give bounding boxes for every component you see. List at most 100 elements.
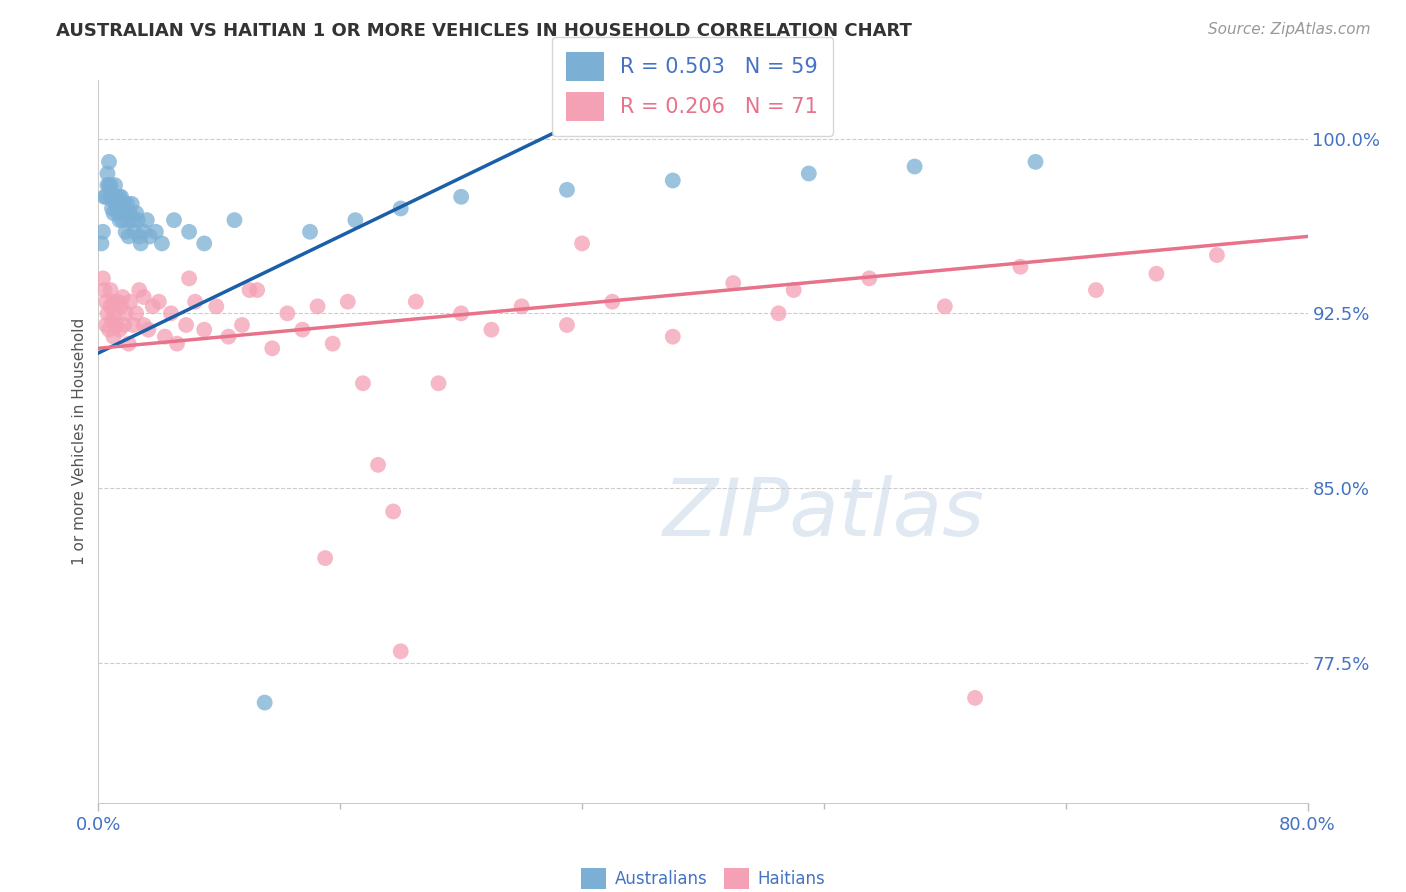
Point	[98, 154, 121, 169]
Point	[91, 271, 114, 285]
Point	[481, 323, 503, 337]
Point	[96, 167, 118, 181]
Point	[93, 190, 115, 204]
Point	[104, 306, 127, 320]
Point	[299, 225, 322, 239]
Point	[322, 336, 344, 351]
Point	[104, 178, 127, 193]
Point	[382, 504, 405, 518]
Point	[142, 299, 165, 313]
Point	[101, 202, 124, 216]
Point	[217, 329, 239, 343]
Point	[132, 290, 155, 304]
Point	[1085, 283, 1108, 297]
Legend: Australians, Haitians: Australians, Haitians	[575, 862, 831, 892]
Point	[118, 213, 141, 227]
Point	[110, 190, 132, 204]
Point	[135, 213, 157, 227]
Point	[105, 190, 128, 204]
Point	[139, 229, 162, 244]
Point	[179, 225, 201, 239]
Point	[128, 283, 150, 297]
Point	[90, 236, 112, 251]
Point	[153, 329, 176, 343]
Point	[105, 318, 128, 332]
Point	[239, 283, 262, 297]
Point	[224, 213, 246, 227]
Point	[253, 696, 276, 710]
Point	[389, 202, 412, 216]
Point	[108, 213, 131, 227]
Text: ZIPatlas: ZIPatlas	[662, 475, 986, 553]
Point	[107, 294, 129, 309]
Point	[132, 225, 155, 239]
Point	[367, 458, 389, 472]
Point	[661, 329, 683, 343]
Point	[124, 225, 146, 239]
Point	[934, 299, 956, 313]
Point	[783, 283, 806, 297]
Point	[314, 551, 336, 566]
Point	[405, 294, 427, 309]
Point	[1024, 154, 1046, 169]
Point	[602, 294, 624, 309]
Point	[184, 294, 207, 309]
Point	[128, 229, 150, 244]
Point	[91, 225, 114, 239]
Point	[118, 229, 141, 244]
Point	[661, 173, 683, 187]
Point	[103, 206, 125, 220]
Point	[103, 329, 125, 343]
Point	[723, 276, 745, 290]
Point	[111, 206, 134, 220]
Point	[114, 306, 136, 320]
Point	[450, 190, 472, 204]
Point	[111, 290, 134, 304]
Point	[93, 283, 115, 297]
Point	[125, 206, 148, 220]
Point	[96, 306, 118, 320]
Point	[389, 644, 412, 658]
Point	[104, 196, 127, 211]
Point	[262, 341, 284, 355]
Point	[336, 294, 359, 309]
Point	[571, 236, 593, 251]
Point	[100, 299, 122, 313]
Point	[100, 178, 122, 193]
Point	[114, 206, 136, 220]
Point	[101, 313, 124, 327]
Point	[100, 190, 122, 204]
Point	[193, 323, 215, 337]
Point	[246, 283, 269, 297]
Point	[148, 294, 170, 309]
Point	[112, 196, 135, 211]
Point	[125, 306, 148, 320]
Point	[100, 283, 122, 297]
Point	[94, 294, 117, 309]
Point	[107, 196, 129, 211]
Point	[118, 336, 141, 351]
Point	[98, 178, 121, 193]
Point	[166, 336, 188, 351]
Point	[107, 206, 129, 220]
Point	[122, 213, 145, 227]
Point	[105, 202, 128, 216]
Point	[108, 323, 131, 337]
Point	[797, 167, 820, 181]
Y-axis label: 1 or more Vehicles in Household: 1 or more Vehicles in Household	[72, 318, 87, 566]
Point	[1144, 267, 1167, 281]
Point	[110, 299, 132, 313]
Point	[115, 196, 138, 211]
Point	[111, 213, 134, 227]
Point	[110, 202, 132, 216]
Point	[179, 271, 201, 285]
Point	[136, 323, 159, 337]
Point	[276, 306, 298, 320]
Point	[858, 271, 880, 285]
Point	[307, 299, 329, 313]
Point	[103, 190, 125, 204]
Point	[555, 318, 578, 332]
Text: AUSTRALIAN VS HAITIAN 1 OR MORE VEHICLES IN HOUSEHOLD CORRELATION CHART: AUSTRALIAN VS HAITIAN 1 OR MORE VEHICLES…	[56, 22, 912, 40]
Point	[121, 196, 143, 211]
Point	[114, 225, 136, 239]
